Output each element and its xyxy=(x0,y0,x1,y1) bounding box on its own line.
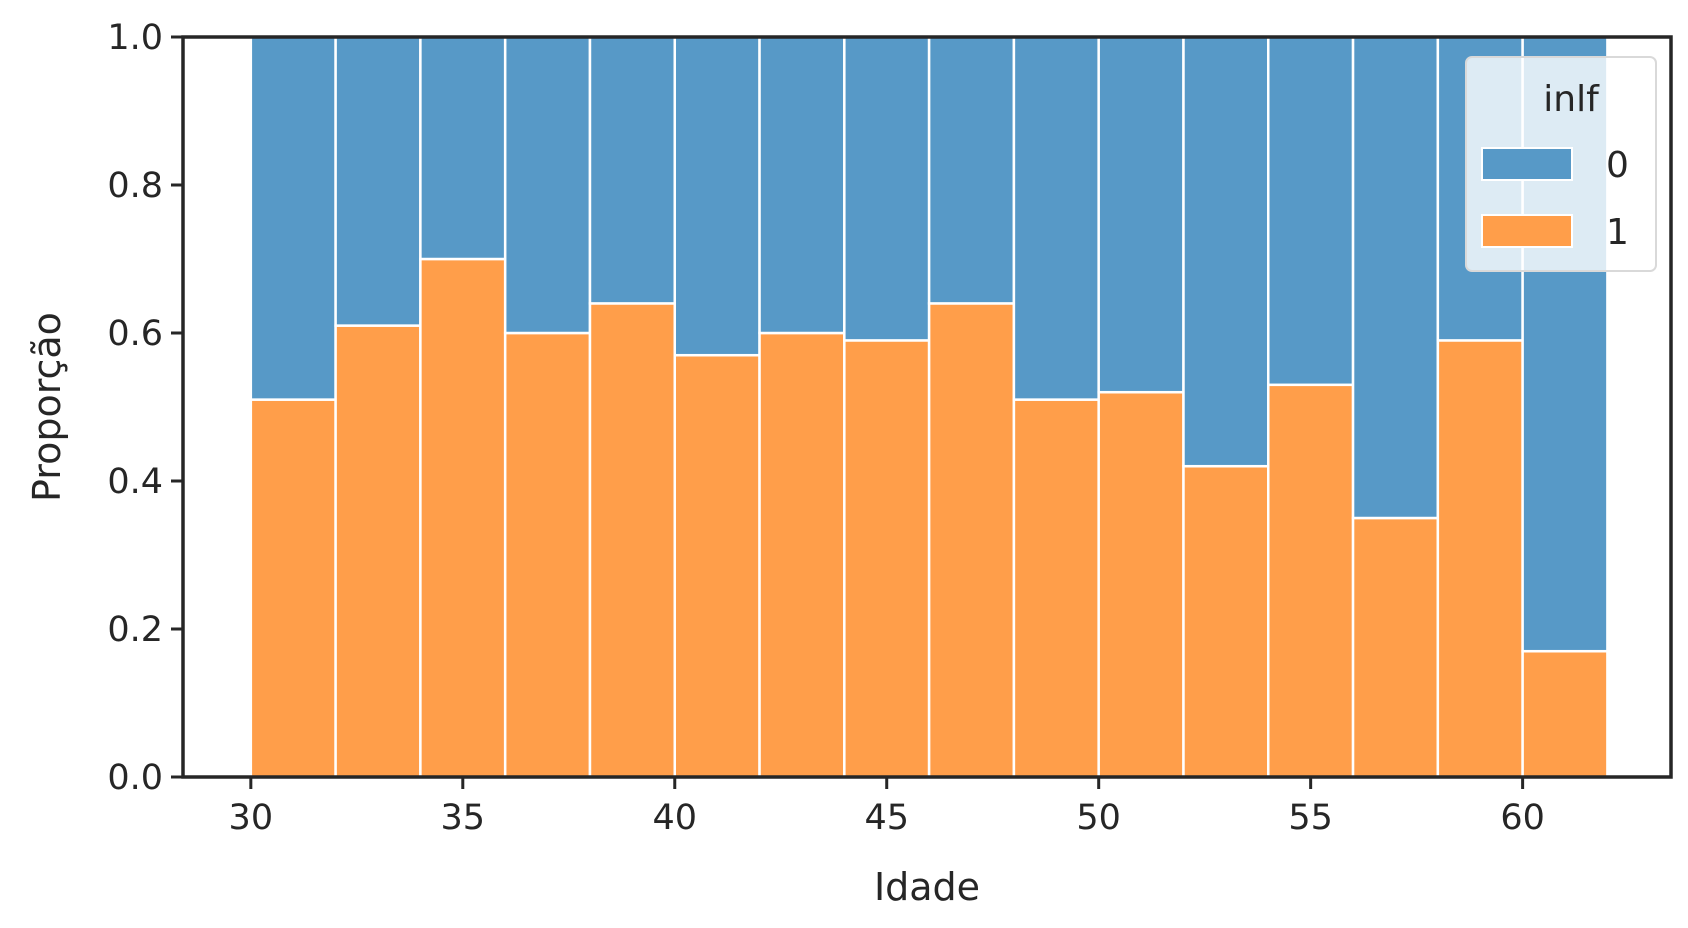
bar-inlf-1 xyxy=(1267,383,1355,779)
bar-inlf-0 xyxy=(1097,35,1185,394)
x-tick-label: 55 xyxy=(1288,798,1333,838)
bar-inlf-1 xyxy=(843,339,931,779)
legend-label-0: 0 xyxy=(1606,145,1629,186)
x-tick-label: 50 xyxy=(1076,798,1121,838)
bar-inlf-0 xyxy=(673,35,761,357)
x-tick-label: 45 xyxy=(864,798,909,838)
bar-inlf-1 xyxy=(1182,464,1270,779)
y-tick-label: 0.2 xyxy=(107,610,163,650)
x-tick-label: 60 xyxy=(1500,798,1545,838)
legend-label-1: 1 xyxy=(1606,212,1629,253)
bar-inlf-1 xyxy=(1521,649,1609,779)
bar-inlf-0 xyxy=(249,35,337,401)
y-tick-label: 0.0 xyxy=(107,758,163,798)
x-tick-label: 35 xyxy=(441,798,486,838)
bar-inlf-1 xyxy=(758,331,846,779)
x-tick-label: 40 xyxy=(652,798,697,838)
y-tick-label: 0.8 xyxy=(107,166,163,206)
y-tick-label: 0.4 xyxy=(107,462,163,502)
bar-inlf-1 xyxy=(503,331,592,779)
bar-inlf-1 xyxy=(1436,339,1524,779)
bar-inlf-1 xyxy=(334,324,422,779)
x-axis: 30 35 40 45 50 55 60 xyxy=(229,777,1545,838)
bar-inlf-0 xyxy=(419,35,507,261)
bar-inlf-1 xyxy=(1012,398,1100,779)
bar-inlf-0 xyxy=(758,35,846,335)
bar-inlf-0 xyxy=(1351,35,1440,520)
bar-inlf-1 xyxy=(249,398,337,779)
bar-inlf-1 xyxy=(419,257,507,779)
bar-inlf-0 xyxy=(1267,35,1355,387)
bar-inlf-1 xyxy=(673,353,761,779)
bar-inlf-1 xyxy=(1351,516,1440,779)
bar-inlf-1 xyxy=(1097,390,1185,779)
bar-inlf-0 xyxy=(1182,35,1270,468)
legend-title: inlf xyxy=(1543,79,1600,120)
bar-inlf-0 xyxy=(843,35,931,342)
legend-swatch-1 xyxy=(1481,214,1573,248)
legend-swatch-0 xyxy=(1481,147,1573,181)
bar-inlf-0 xyxy=(334,35,422,327)
bar-inlf-0 xyxy=(1012,35,1100,401)
y-axis-label: Proporção xyxy=(25,312,69,502)
bar-inlf-1 xyxy=(927,302,1016,779)
bar-inlf-1 xyxy=(588,302,677,779)
plot-frame xyxy=(181,35,1673,779)
x-tick-label: 30 xyxy=(229,798,274,838)
bars-layer xyxy=(249,35,1609,779)
bar-inlf-0 xyxy=(927,35,1016,305)
y-tick-label: 1.0 xyxy=(107,18,163,58)
y-axis: 0.0 0.2 0.4 0.6 0.8 1.0 xyxy=(107,18,183,798)
y-tick-label: 0.6 xyxy=(107,314,163,354)
bar-inlf-0 xyxy=(503,35,592,335)
x-axis-label: Idade xyxy=(874,865,980,909)
bar-inlf-0 xyxy=(588,35,677,305)
